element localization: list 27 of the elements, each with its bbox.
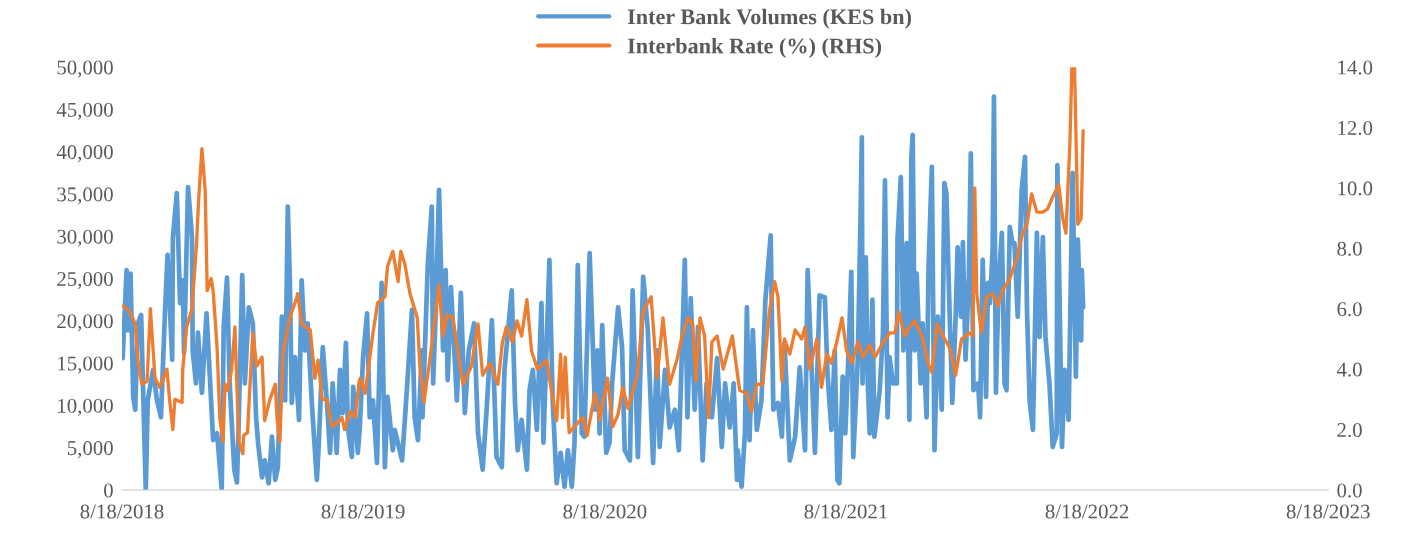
y-tick-label: 15,000 (58, 356, 113, 374)
y-tick-label: 35,000 (57, 187, 113, 205)
y-tick-label: 0 (104, 483, 113, 498)
legend-label: Inter Bank Volumes (KES bn) (627, 8, 912, 29)
y2-tick-label: 6.0 (1337, 302, 1362, 317)
y2-tick-label: 8.0 (1337, 241, 1362, 256)
y-tick-label: 25,000 (57, 271, 113, 289)
x-tick-label: 8/18/2021 (804, 504, 887, 519)
x-tick-label: 8/18/2023 (1286, 504, 1370, 519)
y2-tick-label: 4.0 (1336, 362, 1362, 377)
y-tick-label: 5,000 (67, 441, 113, 459)
x-tick-label: 8/18/2019 (321, 504, 405, 519)
y-tick-label: 30,000 (57, 229, 113, 247)
y2-tick-label: 14.0 (1338, 60, 1373, 75)
x-tick-label: 8/18/2018 (80, 504, 164, 519)
y2-tick-label: 10.0 (1338, 181, 1373, 196)
x-tick-label: 8/18/2022 (1045, 504, 1129, 519)
y2-tick-label: 12.0 (1338, 120, 1373, 136)
y2-tick-label: 2.0 (1337, 422, 1362, 438)
y-tick-label: 50,000 (57, 60, 113, 78)
y-tick-label: 45,000 (56, 102, 113, 120)
x-tick-label: 8/18/2020 (563, 504, 647, 519)
y-tick-label: 40,000 (56, 145, 113, 163)
y-tick-label: 10,000 (58, 398, 113, 416)
y2-tick-label: 0.0 (1337, 483, 1362, 498)
y-tick-label: 20,000 (57, 314, 113, 332)
legend-label: Interbank Rate (%) (RHS) (627, 37, 882, 59)
